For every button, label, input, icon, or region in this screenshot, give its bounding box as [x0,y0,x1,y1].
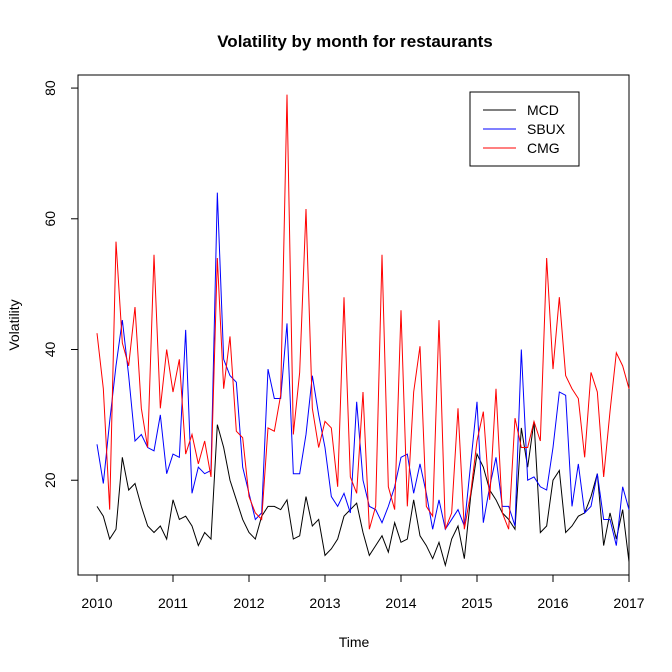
x-tick-label: 2017 [613,595,644,611]
x-tick-label: 2010 [81,595,112,611]
y-tick-label: 40 [42,342,58,358]
y-axis: 20 40 60 80 [42,80,79,488]
legend-label: MCD [527,102,559,118]
series-layer [96,94,630,568]
x-tick-label: 2012 [233,595,264,611]
legend-label: CMG [527,140,560,156]
y-tick-label: 60 [42,211,58,227]
x-tick-label: 2011 [158,595,188,611]
x-tick-label: 2016 [537,595,568,611]
series-line-sbux [96,192,630,546]
y-axis-label: Volatility [6,299,22,350]
x-tick-label: 2014 [385,595,416,611]
legend-label: SBUX [527,121,566,137]
series-line-cmg [96,94,630,530]
x-tick-label: 2013 [309,595,340,611]
chart-title: Volatility by month for restaurants [217,32,493,51]
series-line-mcd [96,421,630,568]
x-axis: 2010 2011 2012 2013 2014 2015 2016 2017 [81,574,645,611]
legend: MCD SBUX CMG [469,91,580,167]
x-tick-label: 2015 [461,595,492,611]
y-tick-label: 80 [42,80,58,96]
x-axis-label: Time [339,634,370,650]
y-tick-label: 20 [42,472,58,488]
